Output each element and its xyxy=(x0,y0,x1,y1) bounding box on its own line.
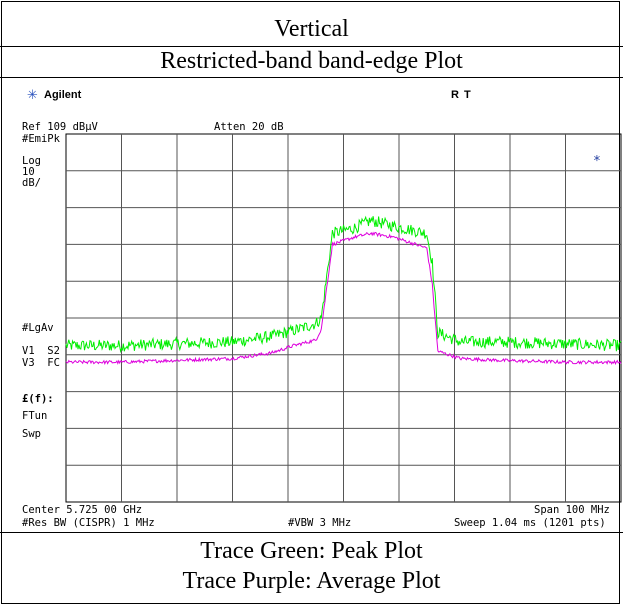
left-label-lgav: #LgAv xyxy=(22,322,54,334)
brand-name: Agilent xyxy=(44,89,82,101)
trace-average xyxy=(65,231,622,366)
footer-line-2: Trace Purple: Average Plot xyxy=(182,568,441,594)
left-label-ff: £(f): xyxy=(22,393,54,405)
agilent-logo-icon: ✳ xyxy=(27,88,38,103)
left-label-log: Log xyxy=(22,155,41,167)
left-label-ftun: FTun xyxy=(22,410,48,422)
res-bw: #Res BW (CISPR) 1 MHz xyxy=(22,517,155,529)
ref-level: Ref 109 dBµV xyxy=(22,121,98,133)
sweep-setting: Sweep 1.04 ms (1201 pts) xyxy=(454,517,606,529)
vbw-setting: #VBW 3 MHz xyxy=(288,517,352,529)
center-frequency: Center 5.725 00 GHz xyxy=(22,504,143,516)
footer-line-1: Trace Green: Peak Plot xyxy=(200,538,423,564)
rt-indicator: R T xyxy=(451,89,472,101)
divider-3 xyxy=(0,532,623,533)
left-label-10: 10 xyxy=(22,166,35,178)
left-label-v3fc: V3 FC xyxy=(22,357,60,369)
header-title: Vertical xyxy=(274,16,349,42)
plot-traces xyxy=(65,215,622,366)
header-subtitle: Restricted-band band-edge Plot xyxy=(160,48,463,74)
left-label-db: dB/ xyxy=(22,177,41,189)
divider-2 xyxy=(0,77,623,78)
marker-star: * xyxy=(593,154,601,169)
span-setting: Span 100 MHz xyxy=(534,504,610,516)
trace-peak xyxy=(65,215,622,354)
plot-grid xyxy=(65,133,622,503)
attenuation: Atten 20 dB xyxy=(214,121,284,133)
divider-1 xyxy=(0,46,623,47)
left-label-v1s2: V1 S2 xyxy=(22,345,60,357)
left-label-emipk: #EmiPk xyxy=(22,133,60,145)
left-label-swp: Swp xyxy=(22,428,41,440)
